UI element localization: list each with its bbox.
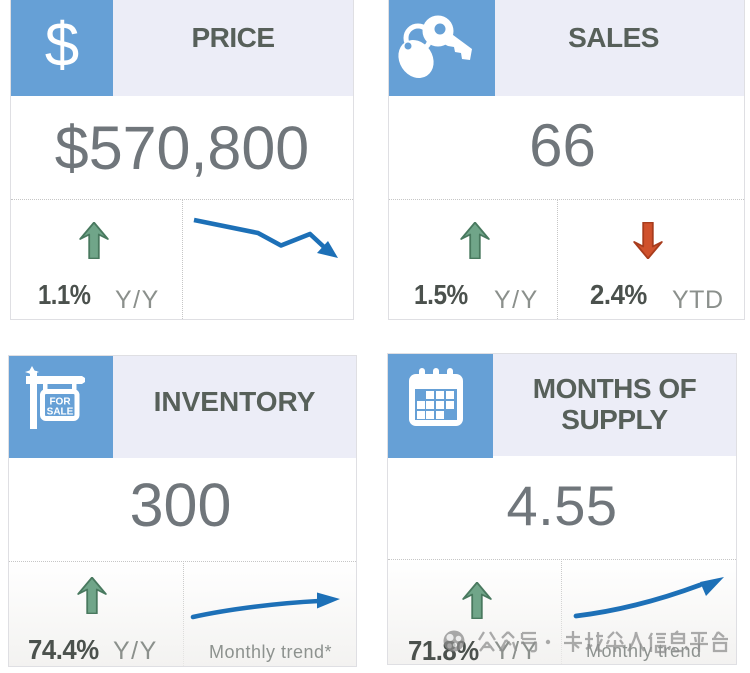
- svg-text:FOR: FOR: [49, 397, 71, 408]
- svg-text:SALE: SALE: [47, 407, 74, 418]
